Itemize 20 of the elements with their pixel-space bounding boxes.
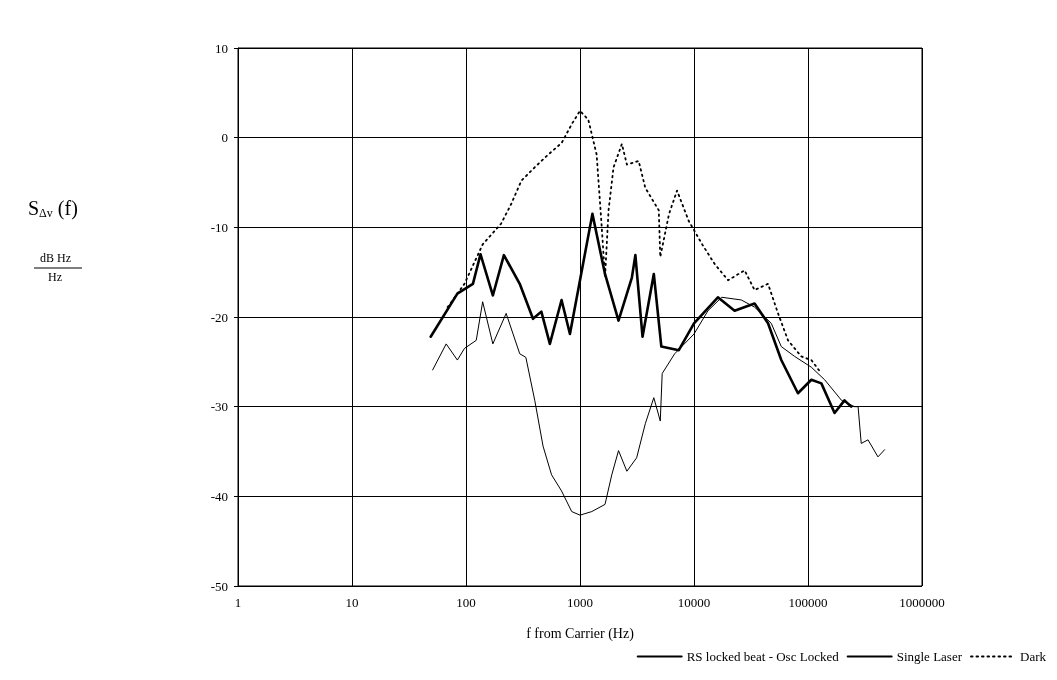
x-tick-label: 1 <box>234 595 242 610</box>
y-tick-label: -50 <box>210 578 228 594</box>
x-tick-label: 10000 <box>677 595 711 610</box>
text: dB Hz <box>40 251 71 265</box>
legend-label: Dark <box>1020 649 1047 664</box>
text: Hz <box>48 270 62 284</box>
y-tick-label: -10 <box>210 219 228 235</box>
x-tick-label: 100 <box>456 595 476 610</box>
x-tick-label: 1000000 <box>899 595 945 610</box>
x-axis-title: f from Carrier (Hz) <box>526 625 635 642</box>
y-tick-label: -20 <box>210 309 228 325</box>
y-tick-label: -30 <box>210 399 228 415</box>
y-tick-label: 10 <box>215 40 228 56</box>
y-tick-label: 0 <box>221 130 228 146</box>
legend-label: Single Laser <box>896 649 963 664</box>
legend-label: RS locked beat - Osc Locked <box>686 649 840 664</box>
x-tick-label: 1000 <box>567 595 593 610</box>
x-tick-label: 10 <box>345 595 359 610</box>
x-tick-label: 100000 <box>788 595 828 610</box>
y-tick-label: -40 <box>210 488 228 504</box>
